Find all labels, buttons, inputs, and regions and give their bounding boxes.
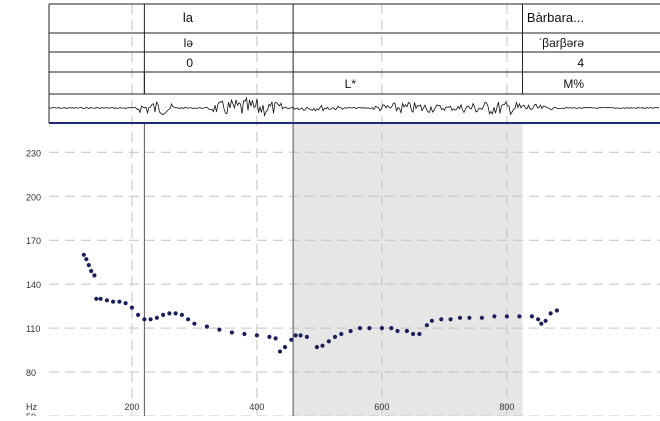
- tier-tone-m-percent: M%: [563, 77, 584, 91]
- pitch-point: [142, 317, 147, 322]
- pitch-point: [543, 318, 548, 323]
- textgrid-tiers: la Bàrbara... lə ˈβarβərə 0 4 L* M%: [48, 3, 660, 124]
- pitch-point: [429, 318, 434, 323]
- pitch-point: [161, 312, 166, 317]
- pitch-point: [457, 315, 463, 320]
- pitch-point: [104, 298, 109, 303]
- y-axis-unit-label: Hz: [26, 402, 37, 412]
- pitch-point: [129, 305, 134, 310]
- pitch-point: [348, 328, 353, 334]
- y-tick-label: 170: [26, 236, 41, 246]
- y-tick-label: 140: [26, 280, 41, 290]
- y-tick-label: 230: [26, 148, 41, 158]
- tier-phonetic-barbara: ˈβarβərə: [538, 36, 584, 50]
- chart-background: [293, 123, 523, 416]
- pitch-point: [492, 314, 497, 319]
- tier-phonetic-la: lə: [184, 36, 194, 50]
- pitch-point: [167, 311, 172, 316]
- pitch-point: [293, 333, 298, 338]
- pitch-point: [467, 315, 472, 320]
- pitch-point: [282, 345, 288, 350]
- pitch-point: [117, 299, 122, 304]
- pitch-point: [389, 326, 394, 331]
- pitch-point: [217, 327, 222, 332]
- tier-word-barbara: Bàrbara...: [527, 10, 584, 25]
- pitch-point: [314, 345, 319, 350]
- pitch-point: [479, 315, 484, 320]
- pitch-point: [92, 273, 97, 278]
- tier-break-4: 4: [577, 56, 584, 70]
- pitch-point: [229, 330, 234, 335]
- pitch-point: [320, 343, 325, 348]
- pitch-point: [277, 349, 283, 354]
- y-tick-label: 80: [26, 368, 36, 378]
- tier-word-la: la: [183, 10, 194, 25]
- tier-break-0: 0: [186, 56, 193, 70]
- pitch-point: [86, 263, 91, 268]
- pitch-point: [539, 321, 544, 326]
- x-tick-label: 200: [124, 402, 139, 412]
- tier-tone-l-star: L*: [345, 77, 357, 91]
- pitch-point: [94, 296, 99, 301]
- pitch-point: [554, 308, 560, 313]
- pitch-point: [504, 314, 509, 319]
- pitch-point: [192, 321, 197, 326]
- pitch-point: [417, 331, 422, 337]
- pitch-point: [204, 324, 209, 329]
- x-tick-label: 600: [374, 402, 389, 412]
- pitch-point: [339, 331, 344, 337]
- pitch-point: [98, 296, 103, 301]
- y-tick-label: 200: [26, 192, 41, 202]
- pitch-point: [154, 315, 159, 320]
- pitch-point: [517, 314, 522, 319]
- pitch-point: [89, 268, 94, 274]
- pitch-point: [304, 334, 309, 339]
- pitch-point: [254, 333, 259, 338]
- pitch-point: [148, 317, 153, 322]
- pitch-point: [379, 326, 384, 331]
- pitch-series: [81, 252, 560, 354]
- pitch-point: [448, 317, 453, 322]
- pitch-point: [326, 339, 331, 344]
- waveform-trace: [49, 96, 660, 118]
- pitch-point: [84, 257, 89, 262]
- y-tick-label: 110: [26, 324, 40, 334]
- highlight-region: [293, 123, 523, 416]
- pitch-point: [332, 334, 338, 339]
- pitch-point: [357, 326, 363, 331]
- pitch-point: [395, 328, 400, 334]
- pitch-point: [242, 331, 247, 337]
- pitch-point: [273, 336, 278, 341]
- pitch-point: [529, 314, 535, 319]
- x-tick-label: 800: [499, 402, 514, 412]
- pitch-point: [404, 328, 409, 334]
- pitch-point: [536, 317, 541, 322]
- pitch-point: [186, 317, 191, 322]
- pitch-point: [298, 333, 303, 338]
- pitch-point: [111, 299, 116, 304]
- pitch-point: [136, 312, 141, 317]
- pitch-point: [289, 337, 294, 342]
- pitch-point: [367, 326, 372, 331]
- pitch-point: [179, 312, 184, 317]
- pitch-point: [173, 311, 178, 316]
- x-tick-label: 400: [249, 402, 264, 412]
- pitch-point: [123, 301, 128, 306]
- pitch-point: [81, 252, 86, 257]
- pitch-point: [424, 323, 429, 328]
- pitch-point: [411, 331, 416, 337]
- pitch-point: [267, 334, 272, 339]
- pitch-point: [548, 311, 553, 316]
- pitch-point: [439, 317, 444, 322]
- y-tick-label: 50: [26, 412, 36, 416]
